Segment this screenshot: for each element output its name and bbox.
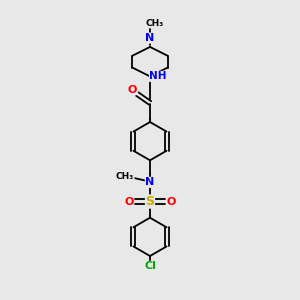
Text: N: N [146,33,154,43]
Text: CH₃: CH₃ [116,172,134,181]
Text: CH₃: CH₃ [145,19,164,28]
Text: Cl: Cl [144,261,156,271]
Text: O: O [167,196,176,206]
Text: N: N [146,177,154,188]
Text: S: S [146,195,154,208]
Text: O: O [128,85,137,94]
Text: NH: NH [149,71,167,81]
Text: O: O [124,196,134,206]
